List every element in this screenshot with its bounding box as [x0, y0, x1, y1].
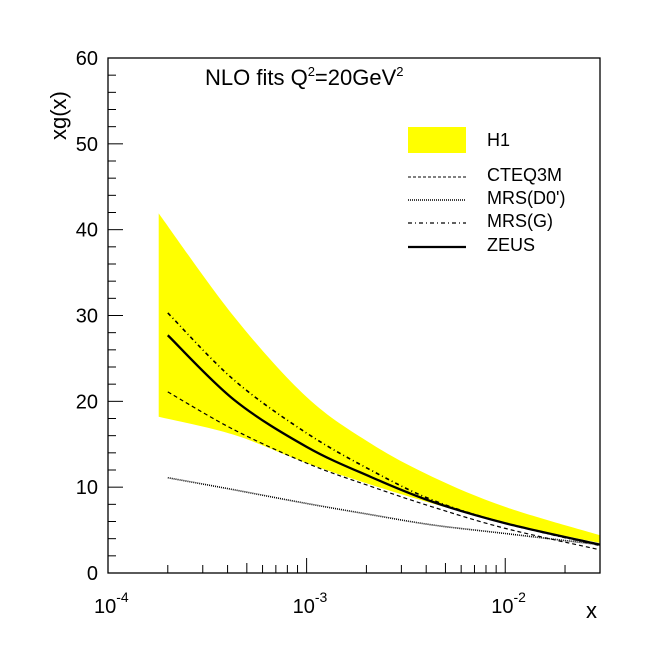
legend-label: MRS(D0') [487, 188, 565, 208]
chart-title: NLO fits Q2=20GeV2 [205, 64, 404, 90]
x-tick-exp: -2 [513, 589, 526, 605]
legend-label: H1 [487, 130, 510, 150]
y-tick-label: 20 [76, 391, 98, 413]
y-tick-label: 10 [76, 477, 98, 499]
y-axis-label: xg(x) [46, 91, 71, 140]
curve-cteq3m [167, 391, 601, 551]
x-axis-label: x [586, 598, 597, 623]
legend: H1 CTEQ3M MRS(D0') MRS(G) ZEUS [408, 127, 565, 255]
curve-zeus [166, 334, 601, 546]
h1-band [158, 213, 600, 543]
y-tick-label: 40 [76, 220, 98, 242]
legend-label: ZEUS [487, 235, 535, 255]
y-tick-label: 50 [76, 134, 98, 156]
x-tick-label: 10-3 [293, 589, 328, 618]
title-part: =20GeV [315, 65, 397, 90]
x-tick-base: 10 [293, 596, 315, 618]
curve-mrs-d0 [167, 476, 601, 546]
x-tick-label: 10-4 [94, 589, 129, 618]
legend-label: CTEQ3M [487, 165, 562, 185]
title-sup: 2 [396, 64, 403, 79]
x-tick-base: 10 [94, 596, 116, 618]
x-tick-label: 10-2 [491, 589, 526, 618]
y-tick-label: 0 [87, 563, 98, 585]
title-sup: 2 [308, 64, 315, 79]
x-tick-exp: -3 [315, 589, 328, 605]
legend-swatch-h1 [408, 127, 466, 153]
y-tick-label: 60 [76, 48, 98, 70]
x-tick-base: 10 [491, 596, 513, 618]
x-tick-exp: -4 [116, 589, 129, 605]
title-part: NLO fits Q [205, 65, 308, 90]
y-tick-label: 30 [76, 306, 98, 328]
legend-label: MRS(G) [487, 211, 553, 231]
